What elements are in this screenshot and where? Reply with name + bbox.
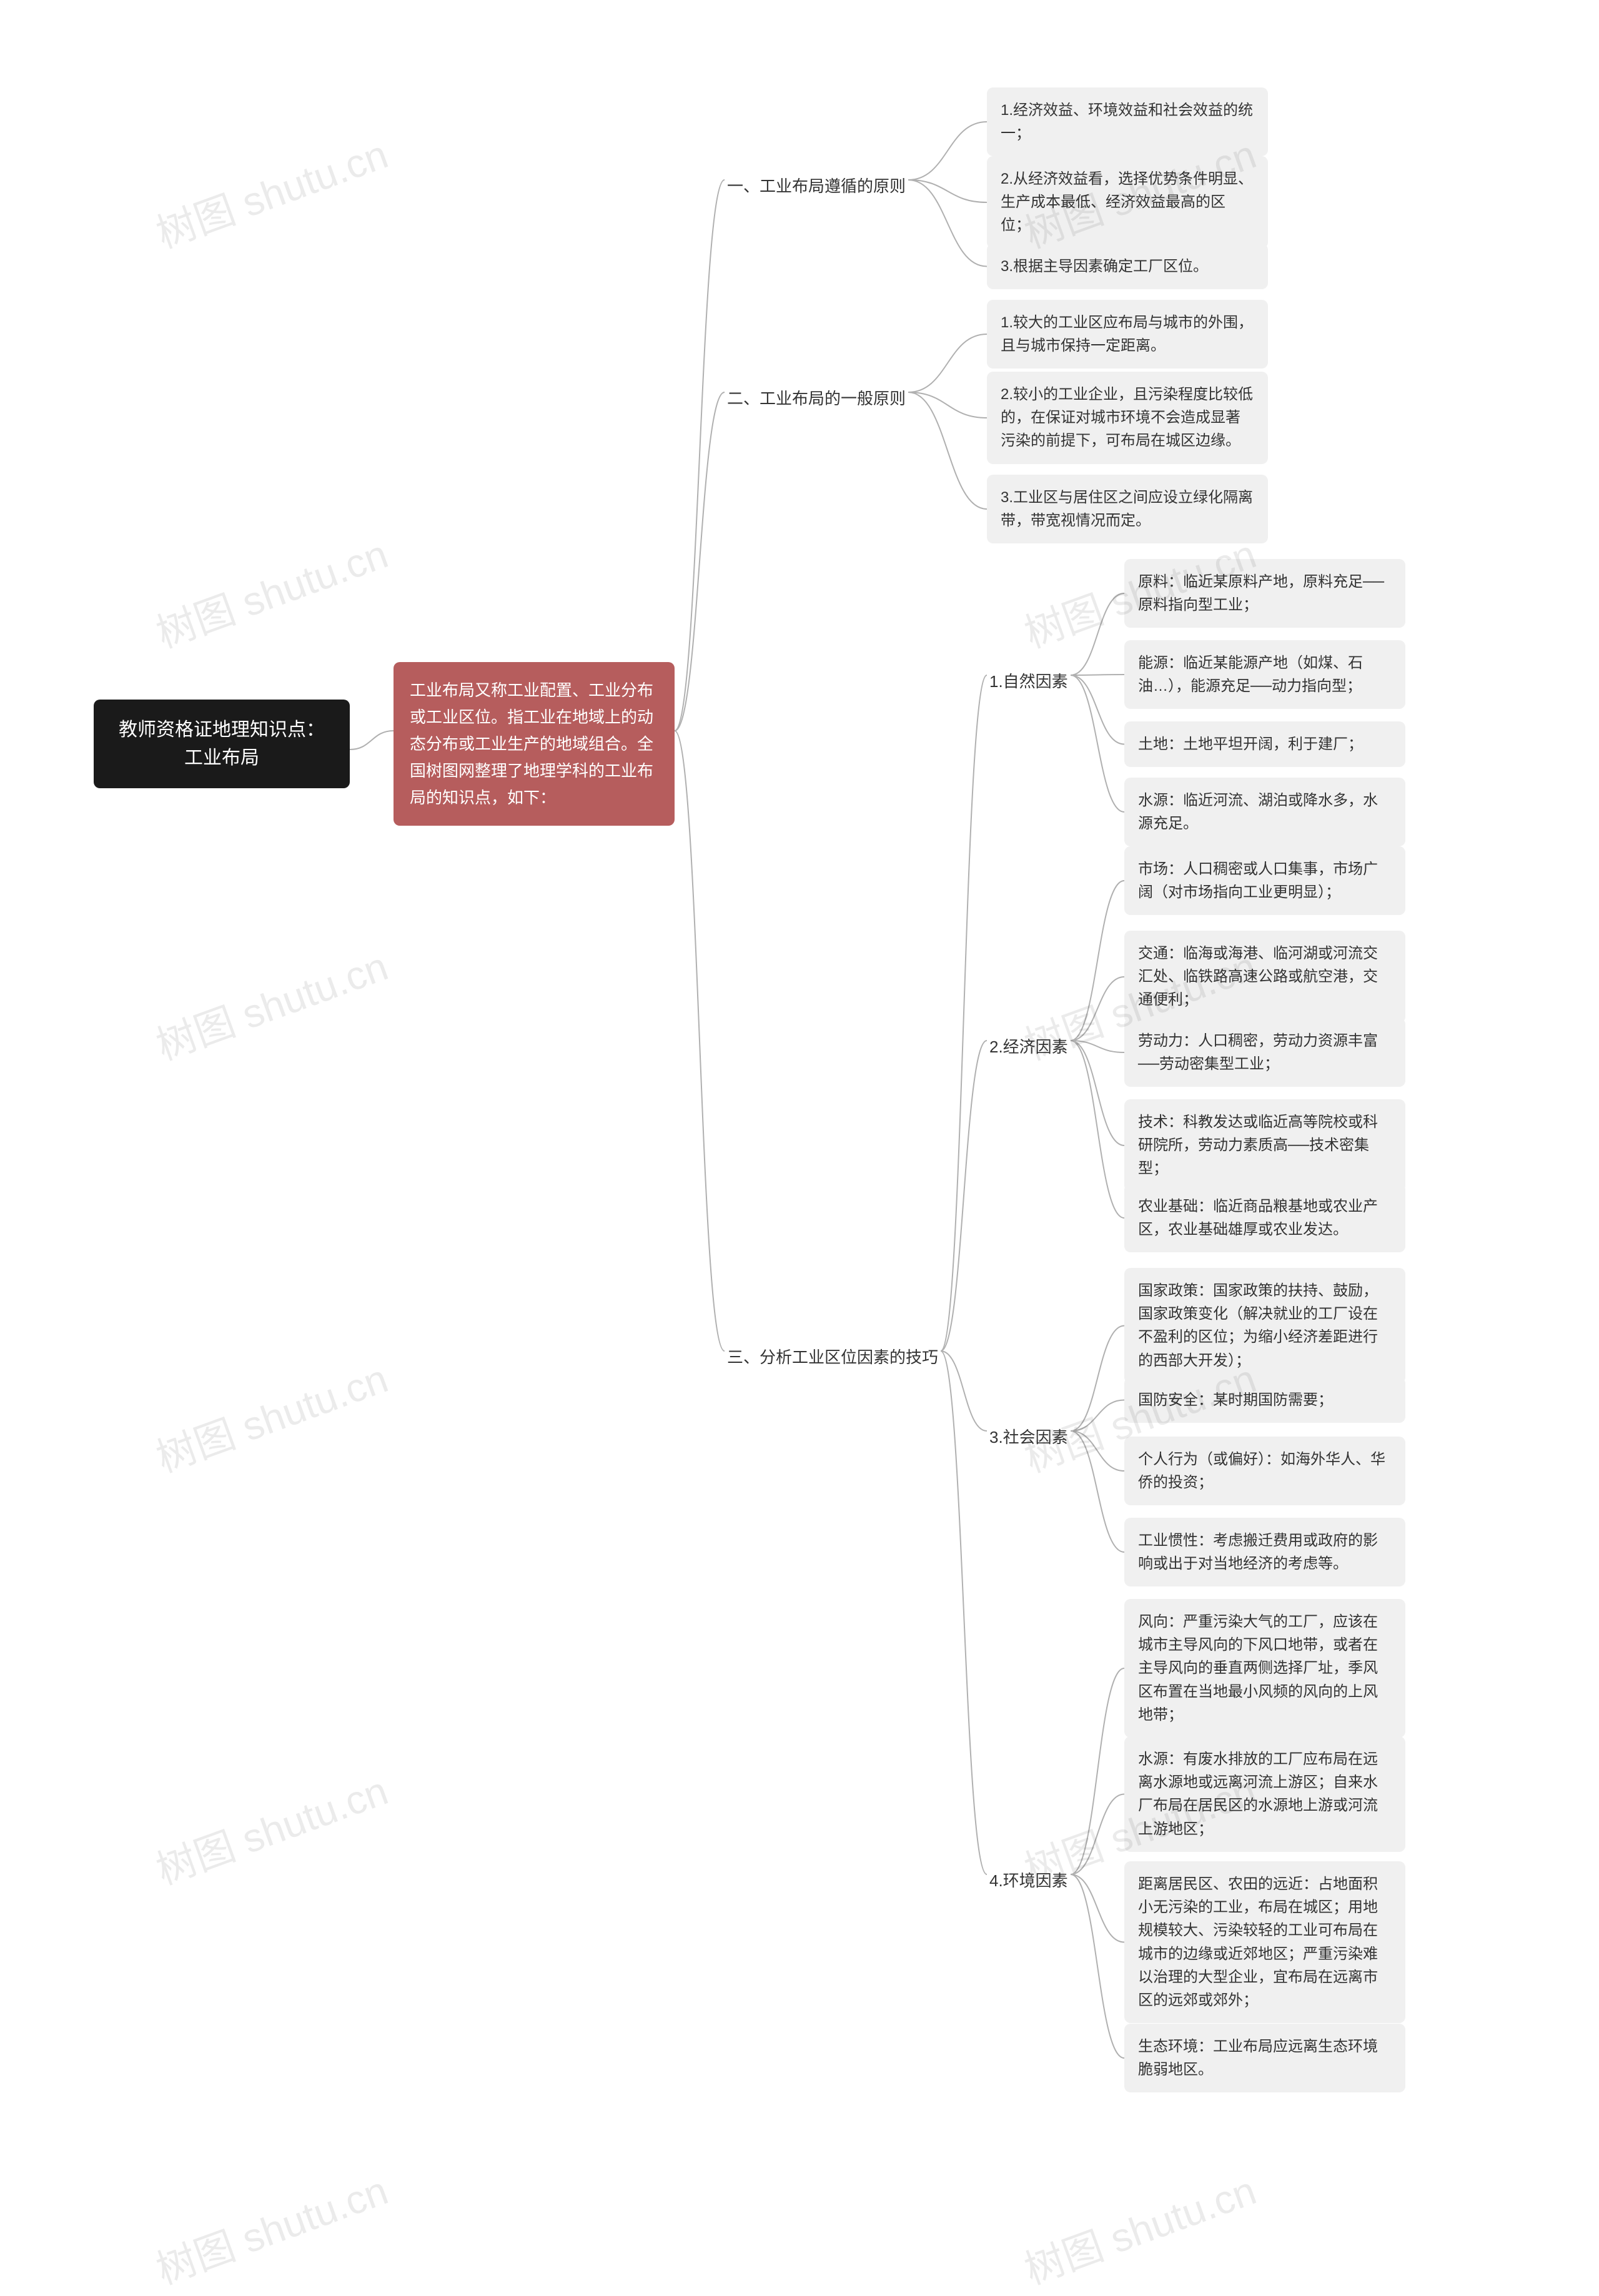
leaf-text: 工业惯性：考虑搬迁费用或政府的影响或出于对当地经济的考虑等。 — [1138, 1532, 1378, 1572]
leaf-text: 风向：严重污染大气的工厂，应该在城市主导风向的下风口地带，或者在主导风向的垂直两… — [1138, 1613, 1378, 1723]
leaf-text: 1.经济效益、环境效益和社会效益的统一； — [1001, 102, 1253, 142]
leaf-node: 工业惯性：考虑搬迁费用或政府的影响或出于对当地经济的考虑等。 — [1124, 1518, 1405, 1586]
sub-label: 4.环境因素 — [989, 1871, 1068, 1890]
branch-label: 一、工业布局遵循的原则 — [727, 177, 906, 195]
leaf-text: 3.根据主导因素确定工厂区位。 — [1001, 258, 1208, 275]
leaf-node: 农业基础：临近商品粮基地或农业产区，农业基础雄厚或农业发达。 — [1124, 1184, 1405, 1252]
leaf-text: 距离居民区、农田的远近：占地面积小无污染的工业，布局在城区；用地规模较大、污染较… — [1138, 1876, 1378, 2009]
leaf-node: 能源：临近某能源产地（如煤、石油…），能源充足──动力指向型； — [1124, 640, 1405, 709]
leaf-text: 国防安全：某时期国防需要； — [1138, 1392, 1333, 1408]
sub-label: 1.自然因素 — [989, 672, 1068, 691]
branch-node: 一、工业布局遵循的原则 — [725, 169, 908, 202]
leaf-text: 劳动力：人口稠密，劳动力资源丰富──劳动密集型工业； — [1138, 1032, 1378, 1072]
leaf-node: 国防安全：某时期国防需要； — [1124, 1377, 1405, 1423]
sub-label: 3.社会因素 — [989, 1428, 1068, 1447]
sub-node: 3.社会因素 — [987, 1421, 1071, 1452]
leaf-text: 个人行为（或偏好）：如海外华人、华侨的投资； — [1138, 1451, 1385, 1491]
leaf-node: 2.较小的工业企业，且污染程度比较低的，在保证对城市环境不会造成显著污染的前提下… — [987, 372, 1268, 464]
leaf-node: 个人行为（或偏好）：如海外华人、华侨的投资； — [1124, 1437, 1405, 1505]
leaf-node: 生态环境：工业布局应远离生态环境脆弱地区。 — [1124, 2024, 1405, 2092]
branch-label: 二、工业布局的一般原则 — [727, 389, 906, 408]
leaf-node: 水源：有废水排放的工厂应布局在远离水源地或远离河流上游区；自来水厂布局在居民区的… — [1124, 1736, 1405, 1852]
watermark: 树图 shutu.cn — [147, 522, 395, 659]
sub-node: 4.环境因素 — [987, 1864, 1071, 1895]
leaf-text: 2.较小的工业企业，且污染程度比较低的，在保证对城市环境不会造成显著污染的前提下… — [1001, 386, 1253, 449]
leaf-node: 风向：严重污染大气的工厂，应该在城市主导风向的下风口地带，或者在主导风向的垂直两… — [1124, 1599, 1405, 1738]
leaf-text: 能源：临近某能源产地（如煤、石油…），能源充足──动力指向型； — [1138, 655, 1363, 695]
root-node: 教师资格证地理知识点：工业布局 — [94, 700, 350, 788]
leaf-node: 距离居民区、农田的远近：占地面积小无污染的工业，布局在城区；用地规模较大、污染较… — [1124, 1861, 1405, 2023]
leaf-text: 原料：临近某原料产地，原料充足──原料指向型工业； — [1138, 573, 1384, 613]
watermark: 树图 shutu.cn — [147, 1347, 395, 1483]
leaf-text: 交通：临海或海港、临河湖或河流交汇处、临铁路高速公路或航空港，交通便利； — [1138, 945, 1378, 1008]
leaf-node: 1.较大的工业区应布局与城市的外围，且与城市保持一定距离。 — [987, 300, 1268, 369]
leaf-node: 劳动力：人口稠密，劳动力资源丰富──劳动密集型工业； — [1124, 1018, 1405, 1087]
leaf-node: 市场：人口稠密或人口集事，市场广阔（对市场指向工业更明显）； — [1124, 846, 1405, 915]
leaf-node: 1.经济效益、环境效益和社会效益的统一； — [987, 87, 1268, 156]
leaf-text: 水源：临近河流、湖泊或降水多，水源充足。 — [1138, 792, 1378, 832]
leaf-node: 技术：科教发达或临近高等院校或科研院所，劳动力素质高──技术密集型； — [1124, 1099, 1405, 1192]
leaf-node: 2.从经济效益看，选择优势条件明显、生产成本最低、经济效益最高的区位； — [987, 156, 1268, 249]
leaf-text: 国家政策：国家政策的扶持、鼓励，国家政策变化（解决就业的工厂设在不盈利的区位；为… — [1138, 1282, 1378, 1369]
description-text: 工业布局又称工业配置、工业分布或工业区位。指工业在地域上的动态分布或工业生产的地… — [410, 681, 653, 807]
leaf-text: 生态环境：工业布局应远离生态环境脆弱地区。 — [1138, 2038, 1378, 2078]
branch-node: 三、分析工业区位因素的技巧 — [725, 1340, 941, 1373]
sub-node: 2.经济因素 — [987, 1031, 1071, 1061]
leaf-node: 交通：临海或海港、临河湖或河流交汇处、临铁路高速公路或航空港，交通便利； — [1124, 931, 1405, 1023]
watermark: 树图 shutu.cn — [147, 122, 395, 259]
leaf-node: 3.工业区与居住区之间应设立绿化隔离带，带宽视情况而定。 — [987, 475, 1268, 543]
root-text: 教师资格证地理知识点：工业布局 — [119, 720, 325, 768]
description-node: 工业布局又称工业配置、工业分布或工业区位。指工业在地域上的动态分布或工业生产的地… — [394, 662, 675, 826]
leaf-text: 1.较大的工业区应布局与城市的外围，且与城市保持一定距离。 — [1001, 314, 1253, 354]
branch-node: 二、工业布局的一般原则 — [725, 381, 908, 414]
leaf-text: 土地：土地平坦开阔，利于建厂； — [1138, 736, 1363, 753]
leaf-node: 3.根据主导因素确定工厂区位。 — [987, 244, 1268, 289]
leaf-node: 土地：土地平坦开阔，利于建厂； — [1124, 721, 1405, 767]
watermark: 树图 shutu.cn — [1016, 2159, 1263, 2295]
leaf-node: 国家政策：国家政策的扶持、鼓励，国家政策变化（解决就业的工厂设在不盈利的区位；为… — [1124, 1268, 1405, 1383]
watermark: 树图 shutu.cn — [147, 2159, 395, 2295]
leaf-text: 2.从经济效益看，选择优势条件明显、生产成本最低、经济效益最高的区位； — [1001, 171, 1253, 234]
leaf-text: 技术：科教发达或临近高等院校或科研院所，劳动力素质高──技术密集型； — [1138, 1114, 1378, 1177]
leaf-node: 原料：临近某原料产地，原料充足──原料指向型工业； — [1124, 559, 1405, 628]
branch-label: 三、分析工业区位因素的技巧 — [727, 1348, 938, 1367]
leaf-node: 水源：临近河流、湖泊或降水多，水源充足。 — [1124, 778, 1405, 846]
leaf-text: 3.工业区与居住区之间应设立绿化隔离带，带宽视情况而定。 — [1001, 489, 1253, 529]
watermark: 树图 shutu.cn — [147, 934, 395, 1071]
leaf-text: 市场：人口稠密或人口集事，市场广阔（对市场指向工业更明显）； — [1138, 861, 1378, 901]
watermark: 树图 shutu.cn — [147, 1759, 395, 1896]
leaf-text: 农业基础：临近商品粮基地或农业产区，农业基础雄厚或农业发达。 — [1138, 1198, 1378, 1238]
sub-node: 1.自然因素 — [987, 665, 1071, 696]
leaf-text: 水源：有废水排放的工厂应布局在远离水源地或远离河流上游区；自来水厂布局在居民区的… — [1138, 1751, 1378, 1838]
sub-label: 2.经济因素 — [989, 1037, 1068, 1056]
